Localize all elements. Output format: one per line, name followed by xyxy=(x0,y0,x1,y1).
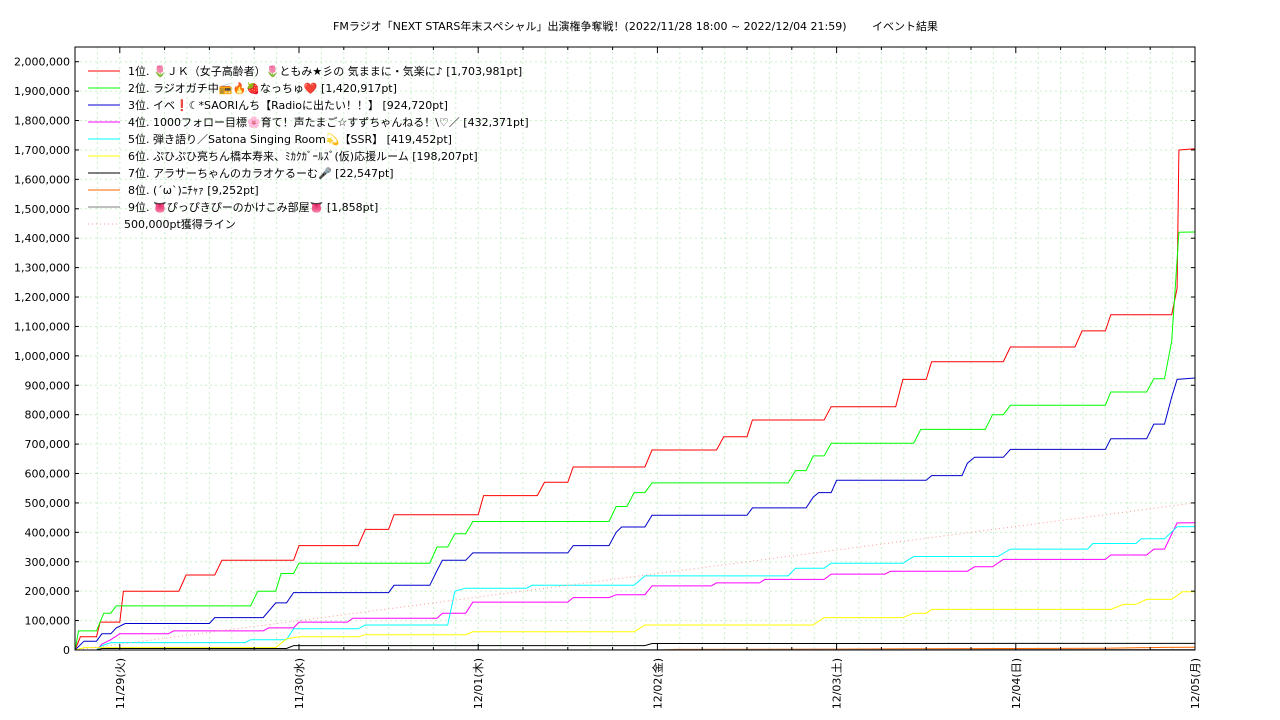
y-tick-label: 1,200,000 xyxy=(14,291,70,304)
grid-layer xyxy=(75,47,1195,650)
y-tick-label: 1,000,000 xyxy=(14,350,70,363)
series-line-4 xyxy=(75,522,1196,651)
y-tick-label: 700,000 xyxy=(25,438,71,451)
y-tick-label: 1,300,000 xyxy=(14,262,70,275)
legend: 1位. 🌷ＪＫ（女子高齢者）🌷ともみ★彡の 気ままに・気楽に♪ [1,703,9… xyxy=(88,64,529,231)
legend-label-4: 4位. 1000フォロー目標🌸育て！声たまご☆すずちゃんねる！\♡／ [432,… xyxy=(128,115,529,129)
y-tick-label: 1,800,000 xyxy=(14,115,70,128)
x-tick-label: 11/29(火) xyxy=(114,658,127,709)
y-tick-label: 1,100,000 xyxy=(14,320,70,333)
legend-label-10: 500,000pt獲得ライン xyxy=(124,218,236,231)
y-tick-label: 400,000 xyxy=(25,526,71,539)
y-tick-label: 800,000 xyxy=(25,409,71,422)
y-tick-label: 1,500,000 xyxy=(14,203,70,216)
y-tick-label: 1,600,000 xyxy=(14,173,70,186)
series-line-2 xyxy=(74,231,1196,651)
x-tick-label: 12/02(金) xyxy=(650,658,664,709)
chart-title: FMラジオ「NEXT STARS年末スペシャル」出演権争奪戦！(2022/11/… xyxy=(333,19,847,33)
y-tick-label: 200,000 xyxy=(25,585,71,598)
x-tick-label: 12/05(月) xyxy=(1189,658,1202,709)
legend-label-1: 1位. 🌷ＪＫ（女子高齢者）🌷ともみ★彡の 気ままに・気楽に♪ [1,703,9… xyxy=(128,64,522,78)
x-tick-label: 12/04(日) xyxy=(1010,658,1023,709)
y-tick-label: 2,000,000 xyxy=(14,56,70,69)
series-line-6 xyxy=(74,591,1196,651)
x-tick-label: 11/30(水) xyxy=(293,658,306,709)
x-tick-label: 12/01(木) xyxy=(472,658,485,709)
y-tick-label: 600,000 xyxy=(25,468,71,481)
y-tick-label: 0 xyxy=(63,644,70,657)
y-tick-label: 500,000 xyxy=(25,497,71,510)
series-line-3 xyxy=(74,377,1196,651)
y-tick-label: 1,700,000 xyxy=(14,144,70,157)
plot-frame xyxy=(74,46,1196,651)
y-tick-label: 300,000 xyxy=(25,556,71,569)
legend-label-8: 8位. (´ω`)ﾆﾁｬｧ [9,252pt] xyxy=(128,183,259,197)
legend-label-9: 9位. 👅ぴっぴきぴーのかけこみ部屋👅 [1,858pt] xyxy=(128,200,378,214)
legend-label-6: 6位. ぷひぷひ亮ちん橋本寿来、ﾐｶｸｶﾞｰﾙｽﾞ(仮)応援ルーム [198,2… xyxy=(128,149,478,163)
legend-label-5: 5位. 弾き語り／Satona Singing Room💫【SSR】 [419,… xyxy=(128,132,452,147)
legend-label-7: 7位. アラサーちゃんのカラオケるーむ🎤 [22,547pt] xyxy=(128,166,394,180)
y-tick-label: 1,900,000 xyxy=(14,85,70,98)
y-tick-label: 1,400,000 xyxy=(14,232,70,245)
series-line-5 xyxy=(75,526,1196,651)
axis-layer: 0 100,000 200,000 300,000 400,000 500,000 600,… xyxy=(14,47,1202,709)
legend-label-2: 2位. ラジオガチ中📻🔥🍓なっちゅ❤️ [1,420,917pt] xyxy=(128,81,397,95)
series-line-1 xyxy=(74,148,1196,651)
chart-subtitle: イベント結果 xyxy=(872,19,938,33)
y-tick-label: 100,000 xyxy=(25,615,71,628)
y-tick-label: 900,000 xyxy=(25,379,71,392)
series-line-10 xyxy=(74,502,1196,651)
x-tick-label: 12/03(土) xyxy=(831,658,844,709)
legend-label-3: 3位. イベ❗☾*SAORIんち【Radioに出たい！！】 [924,720pt… xyxy=(128,98,448,112)
